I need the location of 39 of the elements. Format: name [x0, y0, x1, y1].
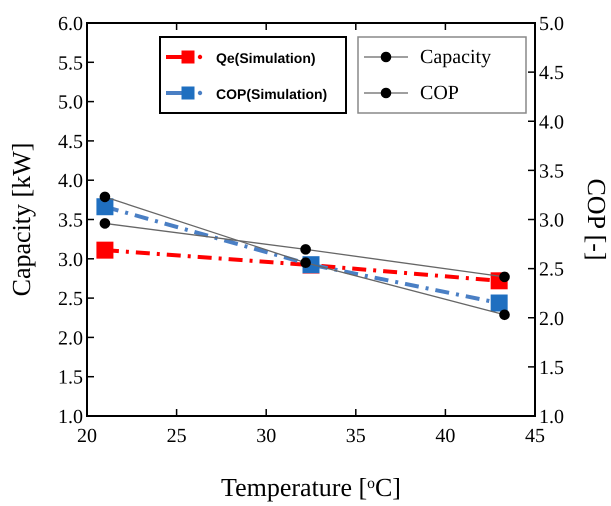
y-tick-label: 4.0 — [58, 170, 83, 192]
y-tick-label: 4.5 — [58, 130, 83, 153]
legend-label: Qe(Simulation) — [216, 50, 316, 66]
y-tick-label: 5.5 — [58, 52, 83, 74]
x-tick-label: 30 — [256, 425, 276, 447]
y-tick-label: 1.0 — [58, 406, 83, 428]
y2-tick-label: 4.5 — [539, 62, 564, 84]
y2-axis-title: COP [-] — [582, 178, 611, 261]
x-tick-label: 40 — [435, 425, 456, 447]
point — [490, 294, 508, 312]
y2-tick-label: 2.0 — [539, 308, 564, 330]
y2-tick-label: 1.5 — [539, 356, 564, 379]
y2-tick-label: 4.0 — [539, 111, 564, 134]
x-axis-title: Temperature [$^{o}$C] — [221, 473, 401, 502]
point — [300, 244, 311, 255]
legend-label: COP(Simulation) — [216, 86, 328, 102]
point — [100, 192, 110, 202]
y2-tick-label: 2.5 — [539, 258, 564, 281]
legend-label: Capacity — [420, 46, 492, 68]
point — [100, 218, 110, 229]
y-tick-label: 3.5 — [58, 210, 83, 232]
y-tick-label: 1.5 — [58, 366, 83, 389]
x-tick-label: 20 — [77, 425, 97, 447]
x-tick-label: 25 — [166, 425, 187, 447]
y-tick-label: 3.0 — [58, 248, 83, 271]
y-tick-label: 5.0 — [58, 92, 83, 114]
y2-tick-label: 3.0 — [539, 210, 564, 232]
x-tick-label: 35 — [346, 425, 366, 447]
y2-tick-label: 1.0 — [539, 406, 564, 428]
y-tick-label: 2.5 — [58, 288, 83, 310]
y2-tick-label: 5.0 — [539, 13, 564, 35]
y-tick-label: 2.0 — [58, 327, 83, 350]
y-axis-title: Capacity [kW] — [7, 142, 36, 296]
y-tick-label: 6.0 — [58, 13, 83, 35]
point — [96, 242, 114, 259]
legend-label: COP — [420, 82, 459, 104]
x-tick-label: 45 — [525, 425, 545, 447]
y2-tick-label: 3.5 — [539, 160, 564, 182]
point — [499, 310, 510, 320]
